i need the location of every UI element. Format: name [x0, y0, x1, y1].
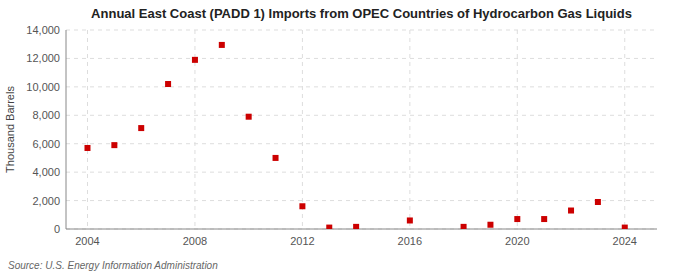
x-grid-line — [517, 30, 518, 229]
x-axis-line — [66, 229, 657, 230]
point — [84, 145, 90, 151]
y-grid-line — [66, 30, 657, 31]
y-tick-label: 0 — [54, 223, 60, 235]
point — [246, 114, 252, 120]
point — [622, 225, 628, 229]
points — [84, 42, 627, 229]
point — [111, 142, 117, 148]
point — [299, 203, 305, 209]
y-grid-line — [66, 86, 657, 87]
point — [461, 224, 467, 229]
point — [353, 224, 359, 229]
point — [192, 57, 198, 63]
x-tick-label: 2004 — [75, 235, 99, 247]
y-tick-label: 14,000 — [26, 24, 60, 36]
x-tick-label: 2024 — [613, 235, 637, 247]
chart-container: Annual East Coast (PADD 1) Imports from … — [0, 0, 675, 275]
chart-svg: Annual East Coast (PADD 1) Imports from … — [0, 0, 675, 275]
y-axis-label: Thousand Barrels — [4, 86, 16, 173]
grid — [66, 30, 657, 229]
y-grid-line — [66, 229, 657, 230]
y-tick-label: 8,000 — [32, 109, 60, 121]
source-note: Source: U.S. Energy Information Administ… — [8, 260, 218, 271]
x-grid-line — [624, 30, 625, 229]
y-tick-label: 4,000 — [32, 166, 60, 178]
point — [138, 125, 144, 131]
x-grid-line — [302, 30, 303, 229]
point — [487, 222, 493, 228]
x-grid-line — [87, 30, 88, 229]
x-tick-label: 2012 — [290, 235, 314, 247]
y-grid-line — [66, 172, 657, 173]
point — [273, 155, 279, 161]
y-grid-line — [66, 58, 657, 59]
y-tick-label: 6,000 — [32, 138, 60, 150]
point — [568, 208, 574, 214]
point — [407, 217, 413, 223]
axes: 0 2,000 4,000 6,000 8,000 10,000 12,000 14,000 2… — [26, 24, 657, 247]
x-tick-label: 2020 — [505, 235, 529, 247]
point — [514, 216, 520, 222]
point — [326, 225, 332, 229]
point — [595, 199, 601, 205]
x-tick-label: 2008 — [183, 235, 207, 247]
x-tick-label: 2016 — [398, 235, 422, 247]
title: Annual East Coast (PADD 1) Imports from … — [91, 6, 632, 21]
x-grid-line — [409, 30, 410, 229]
point — [541, 216, 547, 222]
y-axis-line — [66, 30, 67, 229]
y-tick-label: 2,000 — [32, 195, 60, 207]
y-tick-label: 12,000 — [26, 52, 60, 64]
y-grid-line — [66, 143, 657, 144]
y-grid-line — [66, 115, 657, 116]
y-grid-line — [66, 200, 657, 201]
point — [165, 81, 171, 87]
point — [219, 42, 225, 48]
y-tick-label: 10,000 — [26, 81, 60, 93]
